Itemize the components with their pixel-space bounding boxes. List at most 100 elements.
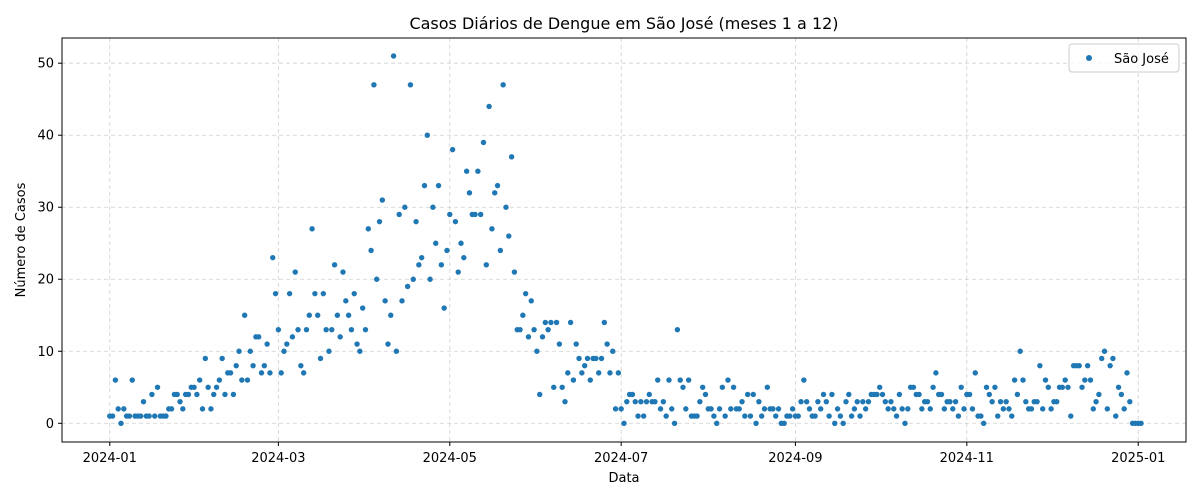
data-point (621, 420, 627, 426)
data-point (848, 413, 855, 419)
data-point (303, 326, 310, 333)
data-point (854, 398, 860, 405)
data-point (1090, 406, 1096, 412)
data-point (292, 269, 298, 275)
data-point (1093, 398, 1099, 405)
data-point (697, 398, 703, 405)
data-point (239, 377, 245, 383)
data-point (714, 420, 720, 426)
data-point (683, 406, 689, 412)
data-point (244, 377, 251, 383)
data-point (326, 348, 332, 354)
data-point (891, 406, 897, 412)
chart-title: Casos Diários de Dengue em São José (mes… (409, 14, 838, 33)
data-point (739, 398, 745, 405)
data-point (1009, 413, 1015, 419)
data-point (371, 82, 377, 88)
data-point (1017, 348, 1023, 354)
data-point (812, 413, 818, 419)
data-point (475, 168, 481, 174)
data-point (1127, 398, 1133, 405)
data-point (466, 190, 473, 196)
data-point (284, 341, 290, 347)
data-point (1113, 413, 1119, 419)
data-point (997, 398, 1004, 405)
data-point (851, 406, 858, 412)
data-point (643, 398, 650, 405)
data-point (317, 355, 324, 362)
data-point (503, 204, 509, 210)
data-point (719, 384, 726, 390)
data-point (435, 182, 442, 189)
y-tick-label: 0 (46, 417, 54, 432)
data-point (910, 384, 917, 390)
data-point (1110, 355, 1116, 362)
data-point (955, 413, 962, 419)
data-point (382, 298, 388, 304)
data-point (1065, 384, 1071, 390)
data-point (168, 406, 175, 412)
data-point (278, 370, 284, 376)
data-point (837, 413, 844, 419)
data-point (961, 406, 967, 412)
data-point (758, 413, 765, 419)
data-point (983, 384, 990, 390)
data-point (995, 413, 1001, 419)
data-point (877, 384, 883, 390)
y-tick-label: 10 (37, 345, 54, 360)
data-point (598, 355, 605, 362)
data-point (801, 377, 807, 383)
data-point (545, 326, 551, 333)
data-point (933, 370, 939, 376)
data-point (354, 341, 360, 347)
data-point (885, 406, 891, 412)
data-point (430, 204, 436, 210)
data-point (1042, 377, 1049, 383)
data-point (331, 262, 338, 268)
data-point (185, 391, 192, 398)
data-point (534, 348, 540, 354)
data-point (300, 370, 307, 376)
data-point (250, 362, 256, 369)
data-point (879, 391, 886, 398)
data-point (660, 398, 667, 405)
data-point (584, 355, 591, 362)
data-point (109, 413, 116, 419)
data-point (966, 391, 973, 398)
data-point (247, 348, 253, 354)
data-point (618, 406, 624, 412)
data-point (666, 377, 672, 383)
data-point (309, 226, 315, 232)
data-point (750, 391, 756, 398)
data-point (989, 398, 995, 405)
data-point (340, 269, 346, 275)
data-point (506, 233, 512, 239)
data-point (1034, 398, 1040, 405)
data-point (489, 226, 495, 232)
data-point (154, 384, 161, 390)
y-tick-label: 30 (37, 201, 54, 216)
data-point (640, 413, 647, 419)
y-tick-label: 40 (37, 129, 54, 144)
data-point (402, 204, 408, 210)
data-point (902, 420, 908, 426)
data-point (862, 406, 869, 412)
data-point (562, 398, 568, 405)
data-point (351, 290, 357, 297)
data-point (632, 398, 638, 405)
data-point (298, 362, 304, 369)
data-point (472, 211, 478, 218)
data-point (1059, 384, 1066, 390)
data-point (112, 377, 119, 383)
legend-label: São José (1114, 52, 1169, 67)
data-point (461, 254, 467, 261)
data-point (947, 398, 953, 405)
data-point (388, 312, 394, 318)
data-point (275, 326, 282, 333)
data-point (230, 391, 237, 398)
data-point (744, 391, 751, 398)
data-point (528, 298, 534, 304)
data-point (1006, 406, 1012, 412)
data-point (730, 384, 737, 390)
data-point (657, 406, 664, 412)
